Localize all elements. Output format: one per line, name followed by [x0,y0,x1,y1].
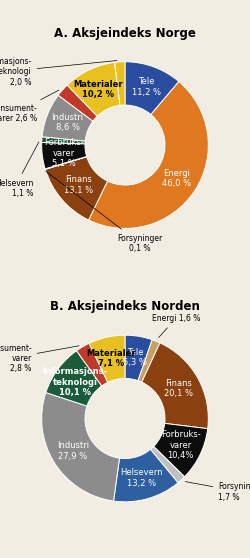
Text: A. Aksjeindeks Norge: A. Aksjeindeks Norge [54,27,196,40]
Text: Energi 1,6 %: Energi 1,6 % [152,314,200,338]
Wedge shape [42,137,85,144]
Wedge shape [114,62,125,105]
Wedge shape [67,62,120,116]
Wedge shape [150,446,184,483]
Text: Forsyninger
1,7 %: Forsyninger 1,7 % [185,482,250,502]
Text: Industri
8,6 %: Industri 8,6 % [52,113,84,132]
Text: Informasjons-
teknologi
2,0 %: Informasjons- teknologi 2,0 % [0,57,117,86]
Wedge shape [42,142,87,169]
Text: Helsevern
1,1 %: Helsevern 1,1 % [0,142,39,198]
Text: Konsument-
varer
2,8 %: Konsument- varer 2,8 % [0,344,79,373]
Wedge shape [154,424,208,477]
Wedge shape [42,95,93,141]
Wedge shape [89,335,125,382]
Wedge shape [114,449,178,502]
Wedge shape [125,335,152,381]
Wedge shape [138,340,160,382]
Text: Energi
46,0 %: Energi 46,0 % [162,169,191,189]
Text: Helsevern
13,2 %: Helsevern 13,2 % [120,468,163,488]
Text: Materialer
7,1 %: Materialer 7,1 % [86,349,136,368]
Wedge shape [46,351,102,406]
Text: Forsyninger
0,1 %: Forsyninger 0,1 % [46,171,162,253]
Text: Tele
11,2 %: Tele 11,2 % [132,78,161,97]
Wedge shape [58,85,97,121]
Wedge shape [88,81,208,228]
Text: B. Aksjeindeks Norden: B. Aksjeindeks Norden [50,300,200,313]
Text: Finans
20,1 %: Finans 20,1 % [164,379,194,398]
Wedge shape [45,156,87,169]
Wedge shape [125,62,179,114]
Wedge shape [42,392,119,501]
Wedge shape [76,343,108,386]
Text: Forbruks-
varer
10,4%: Forbruks- varer 10,4% [161,430,200,460]
Text: Industri
27,9 %: Industri 27,9 % [57,441,89,461]
Text: Forbruks-
varer
5,1 %: Forbruks- varer 5,1 % [44,138,84,168]
Wedge shape [142,343,208,429]
Text: Konsument-
varer 2,6 %: Konsument- varer 2,6 % [0,90,59,123]
Text: Informasjons-
teknologi
10,1 %: Informasjons- teknologi 10,1 % [43,367,108,397]
Text: Finans
13,1 %: Finans 13,1 % [64,175,93,195]
Text: Tele
5,3 %: Tele 5,3 % [123,348,147,367]
Wedge shape [45,157,108,220]
Text: Materialer
10,2 %: Materialer 10,2 % [74,80,123,99]
